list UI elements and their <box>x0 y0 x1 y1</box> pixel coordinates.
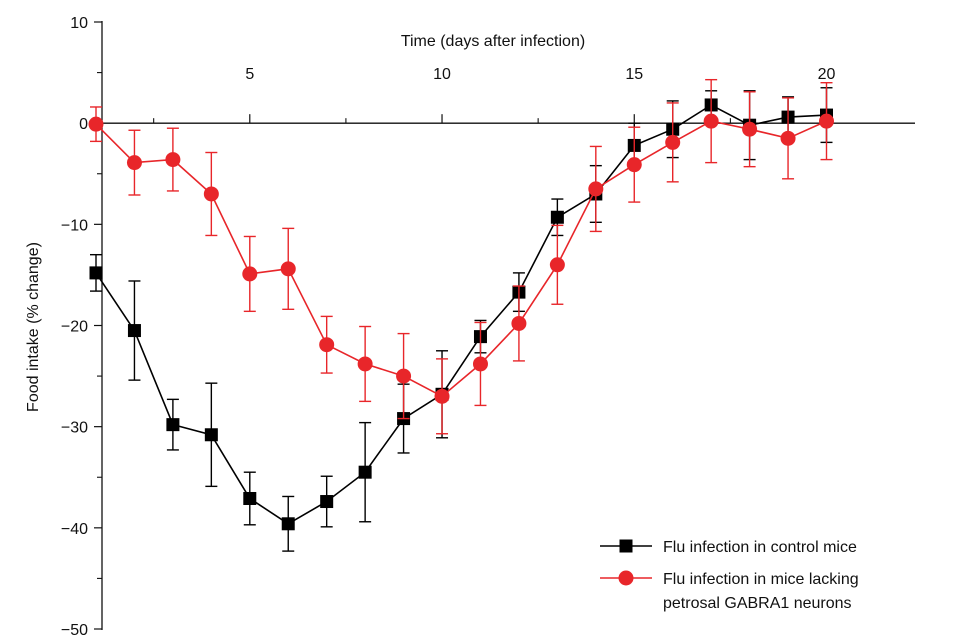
data-point <box>780 130 796 146</box>
data-point <box>242 266 258 282</box>
data-point <box>396 368 412 384</box>
data-point <box>281 517 295 531</box>
data-point <box>819 113 834 129</box>
tick-marks <box>94 21 828 630</box>
data-point <box>127 324 141 338</box>
data-point <box>665 134 681 150</box>
data-point <box>472 356 488 372</box>
data-point <box>320 495 334 509</box>
data-point <box>243 491 257 505</box>
y-tick-labels: 10 0 −10 −20 −30 −40 −50 <box>61 15 88 639</box>
x-tick-label: 10 <box>433 66 451 83</box>
legend-marker-control <box>619 539 633 553</box>
data-point <box>88 116 104 132</box>
x-tick-labels: 5 10 15 20 <box>245 66 835 83</box>
data-point <box>319 337 335 353</box>
y-tick-label: −40 <box>61 521 88 538</box>
series-control <box>89 87 833 552</box>
legend-label-gabra1-line1: Flu infection in mice lacking <box>663 571 859 588</box>
y-tick-label: −30 <box>61 420 88 437</box>
y-tick-label: 0 <box>79 116 88 133</box>
data-point <box>165 152 181 168</box>
y-tick-label: 10 <box>70 15 88 32</box>
data-point <box>550 210 564 224</box>
legend-marker-gabra1 <box>618 570 634 586</box>
y-tick-label: −20 <box>61 319 88 336</box>
data-point <box>434 388 450 404</box>
series-layer <box>88 78 834 552</box>
data-point <box>357 356 373 372</box>
legend-label-gabra1-line2: petrosal GABRA1 neurons <box>663 595 852 612</box>
y-tick-label: −10 <box>61 217 88 234</box>
data-point <box>549 257 565 273</box>
data-point <box>280 261 296 277</box>
x-tick-label: 5 <box>245 66 254 83</box>
y-tick-label: −50 <box>61 622 88 639</box>
series-gabra1 <box>88 78 834 435</box>
data-point <box>358 465 372 479</box>
x-tick-label: 15 <box>625 66 643 83</box>
legend-label-control: Flu infection in control mice <box>663 539 857 556</box>
data-point <box>742 121 758 137</box>
watermark: nature <box>842 638 876 641</box>
x-tick-label: 20 <box>818 66 836 83</box>
data-point <box>588 181 604 197</box>
data-point <box>203 186 219 202</box>
legend: Flu infection in control mice Flu infecti… <box>600 539 859 612</box>
data-point <box>511 315 527 331</box>
data-point <box>703 113 719 129</box>
x-axis-title: Time (days after infection) <box>401 33 585 50</box>
data-point <box>204 428 218 442</box>
data-point <box>626 157 642 173</box>
data-point <box>126 155 142 171</box>
data-point <box>89 266 103 280</box>
y-axis-title: Food intake (% change) <box>25 242 42 412</box>
data-point <box>166 418 180 432</box>
series-line <box>95 104 827 525</box>
